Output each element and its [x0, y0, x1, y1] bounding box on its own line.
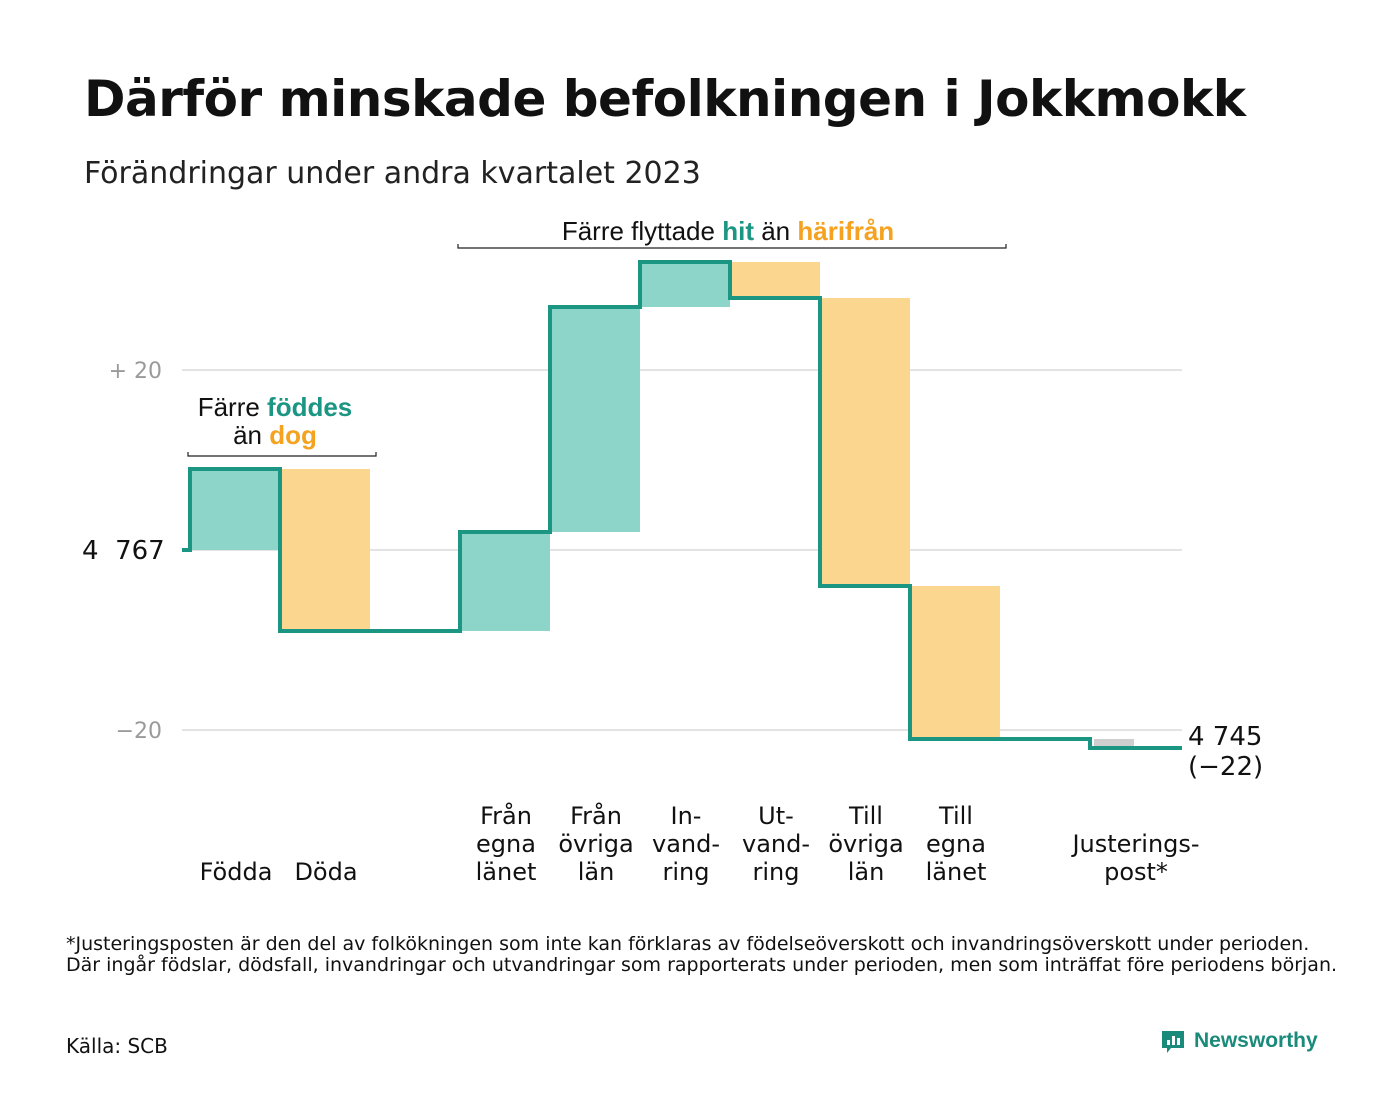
- source-note: Källa: SCB: [66, 1034, 168, 1058]
- category-label: län: [578, 858, 615, 886]
- category-label: egna: [476, 830, 536, 858]
- waterfall-bar: [822, 298, 910, 586]
- annotation-text: Färre flyttade: [562, 216, 722, 246]
- category-label: Till: [848, 802, 883, 830]
- category-label: länet: [476, 858, 537, 886]
- y-tick-label: + 20: [109, 359, 162, 384]
- annotation-text: än: [754, 216, 797, 246]
- chart-subtitle: Förändringar under andra kvartalet 2023: [84, 156, 701, 191]
- births-annotation-line1: Färre föddes: [198, 392, 353, 422]
- migration-bracket: [457, 244, 1007, 249]
- annotation-highlight-out: härifrån: [797, 216, 894, 246]
- category-label: Från: [570, 801, 622, 830]
- waterfall-bar: [462, 532, 550, 631]
- births-bracket: [187, 452, 377, 457]
- brand-logo: Newsworthy: [1160, 1028, 1318, 1054]
- category-label: egna: [926, 830, 986, 858]
- category-label: ring: [663, 858, 710, 886]
- annotation-highlight-births: föddes: [267, 392, 352, 422]
- newsworthy-logo-icon: [1162, 1031, 1184, 1053]
- category-label: post*: [1104, 858, 1168, 886]
- waterfall-bar: [552, 307, 640, 532]
- brand-name: Newsworthy: [1194, 1029, 1318, 1052]
- bars: [192, 262, 1134, 748]
- category-label: Justerings-: [1070, 830, 1199, 858]
- category-label: Döda: [294, 858, 357, 886]
- start-value-label: 4 767: [82, 536, 165, 566]
- step-line: [182, 260, 1182, 750]
- migration-annotation: Färre flyttade hit än härifrån: [562, 216, 894, 246]
- waterfall-bar: [642, 262, 730, 307]
- category-label: övriga: [558, 830, 633, 858]
- category-label: Ut-: [758, 802, 794, 830]
- footnote: *Justeringsposten är den del av folkökni…: [66, 933, 1338, 976]
- category-label: Födda: [200, 858, 273, 886]
- end-change-label: (−22): [1188, 752, 1263, 782]
- waterfall-bar: [282, 469, 370, 631]
- end-value-label: 4 745: [1188, 722, 1262, 752]
- annotation-text: Färre: [198, 392, 267, 422]
- category-label: vand-: [652, 830, 720, 858]
- annotation-highlight-deaths: dog: [269, 420, 317, 450]
- chart-title: Därför minskade befolkningen i Jokkmokk: [84, 70, 1246, 128]
- category-label: län: [848, 858, 885, 886]
- waterfall-bar: [192, 469, 280, 550]
- category-label: övriga: [828, 830, 903, 858]
- category-label: vand-: [742, 830, 810, 858]
- category-label: ring: [753, 858, 800, 886]
- annotation-highlight-in: hit: [722, 216, 754, 246]
- waterfall-bar: [1094, 739, 1134, 748]
- category-label: Från: [480, 801, 532, 830]
- step-line-group: [182, 260, 1182, 750]
- category-label: länet: [926, 858, 987, 886]
- category-label: In-: [671, 802, 702, 830]
- annotation-text: än: [233, 420, 269, 450]
- y-tick-label: −20: [116, 719, 162, 744]
- waterfall-bar: [912, 586, 1000, 739]
- category-label: Till: [938, 802, 973, 830]
- births-annotation-line2: än dog: [233, 420, 317, 450]
- waterfall-bar: [732, 262, 820, 298]
